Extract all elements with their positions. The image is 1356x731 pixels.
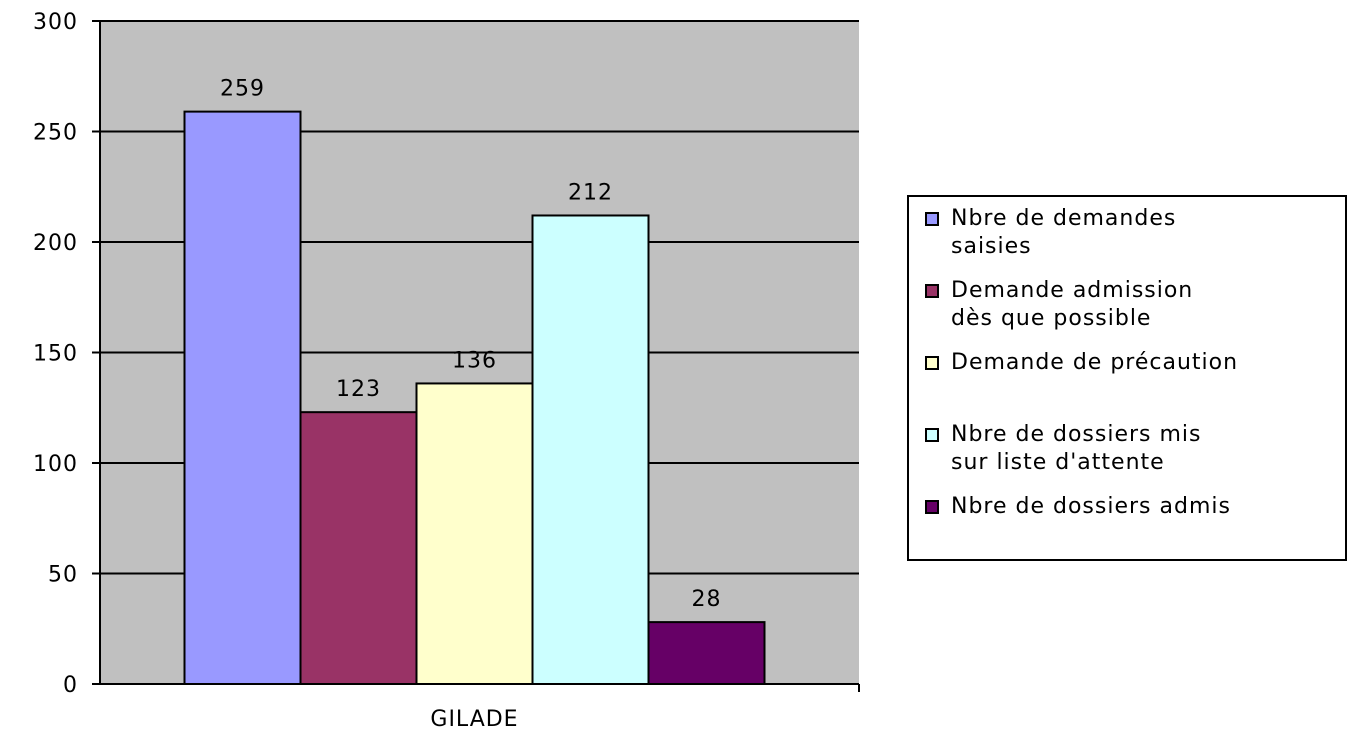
data-label: 136 [452,348,497,373]
data-label: 259 [220,77,265,102]
y-tick-label: 0 [63,673,78,698]
legend-item-demandes-saisies: Nbre de demandes saisies [925,205,1351,261]
x-category-label: GILADE [430,707,518,727]
legend-item-admission-des-que-possible: Demande admission dès que possible [925,277,1351,333]
data-label: 123 [336,377,381,402]
y-tick-label: 250 [33,121,78,146]
bar [647,621,766,685]
bar [299,411,418,685]
data-label: 212 [568,180,613,205]
y-tick-label: 100 [33,452,78,477]
legend-swatch [925,212,939,226]
bar [415,382,534,685]
legend-label: Nbre de demandes saisies [951,206,1177,259]
data-label: 28 [692,587,722,612]
bar [183,110,302,686]
y-tick-label: 300 [33,10,78,35]
bar [531,214,650,685]
legend-swatch [925,284,939,298]
legend-item-dossiers-admis: Nbre de dossiers admis [925,493,1351,521]
legend-label: Demande admission dès que possible [951,278,1194,331]
legend-swatch [925,500,939,514]
legend: Nbre de demandes saisies Demande admissi… [907,195,1347,561]
y-tick-label: 200 [33,231,78,256]
legend-label: Demande de précaution [951,350,1239,375]
legend-label: Nbre de dossiers mis sur liste d'attente [951,422,1202,475]
legend-item-liste-attente: Nbre de dossiers mis sur liste d'attente [925,421,1351,477]
legend-swatch [925,356,939,370]
y-tick-label: 50 [48,563,78,588]
legend-item-precaution: Demande de précaution [925,349,1351,377]
legend-label: Nbre de dossiers admis [951,494,1231,519]
legend-swatch [925,428,939,442]
y-tick-label: 150 [33,342,78,367]
